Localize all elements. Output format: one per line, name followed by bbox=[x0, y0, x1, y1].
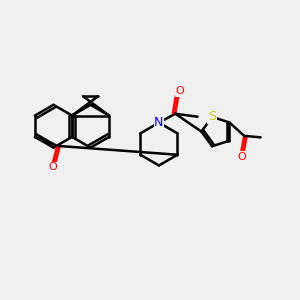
Text: N: N bbox=[154, 116, 164, 129]
Text: S: S bbox=[208, 110, 216, 123]
Text: O: O bbox=[48, 162, 57, 172]
Text: O: O bbox=[175, 86, 184, 96]
Text: O: O bbox=[237, 152, 246, 162]
